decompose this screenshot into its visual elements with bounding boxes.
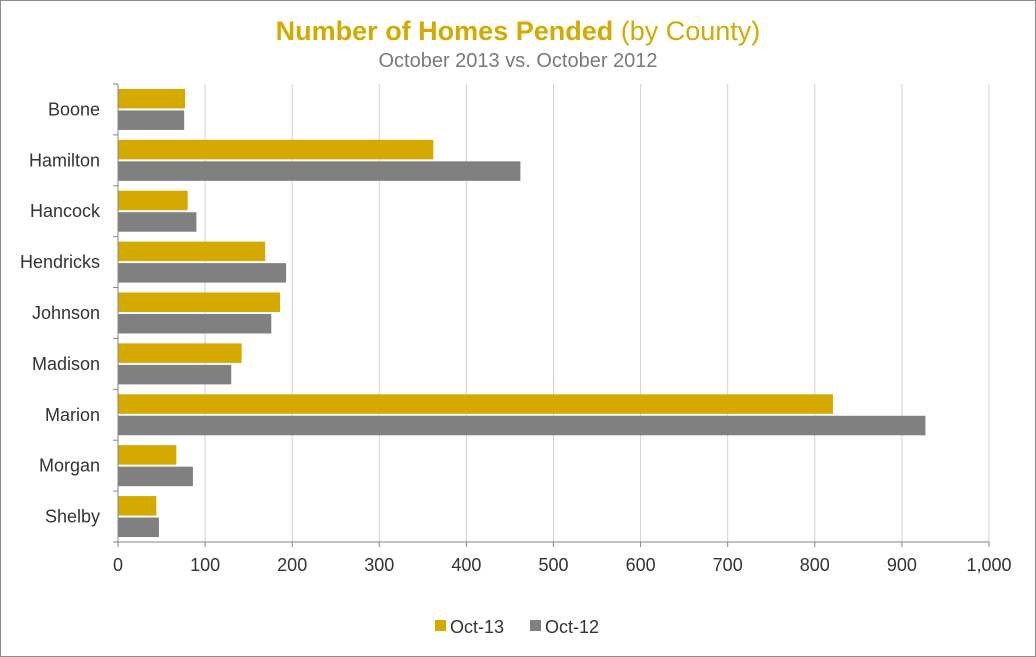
bar-oct-13-shelby [118,496,157,516]
x-tick-label: 900 [887,555,917,575]
x-tick-labels: 0 100 200 300 400 500 600 700 800 900 1,000 [113,555,1012,575]
category-labels: Boone Hamilton Hancock Hendricks Johnson Madi… [20,99,101,526]
bar-oct-12-madison [118,364,232,385]
x-tick-label: 100 [190,555,220,575]
category-label: Shelby [45,507,100,527]
x-tick-label: 800 [800,555,830,575]
bar-oct-13-marion [118,394,834,414]
category-label: Hendricks [20,252,100,272]
bar-oct-13-hamilton [118,139,434,160]
category-label: Johnson [32,303,100,323]
bar-oct-13-boone [118,88,186,109]
chart-title-main: Number of Homes Pended [275,16,614,46]
category-label: Madison [32,354,100,374]
bar-oct-12-morgan [118,466,193,487]
category-label: Hamilton [29,150,100,170]
x-tick-label: 200 [277,555,307,575]
bar-oct-13-morgan [118,445,177,465]
bar-oct-12-hamilton [118,161,521,181]
bar-oct-12-boone [118,110,185,130]
chart-title: Number of Homes Pended (by County) [0,14,1036,48]
bar-oct-13-madison [118,343,242,363]
legend-label: Oct-13 [450,617,504,637]
legend-label: Oct-12 [545,617,599,637]
bar-oct-12-hendricks [118,263,287,283]
x-tick-label: 500 [538,555,568,575]
bar-oct-12-marion [118,415,926,436]
bars [118,88,926,538]
x-tick-label: 700 [713,555,743,575]
category-label: Hancock [30,201,101,221]
bar-oct-12-hancock [118,212,197,232]
category-label: Boone [48,99,100,119]
x-tick-label: 600 [626,555,656,575]
x-tick-label: 1,000 [966,555,1011,575]
bar-oct-13-johnson [118,292,281,312]
chart-title-suffix: (by County) [620,16,761,46]
bar-oct-12-shelby [118,517,159,538]
bar-oct-13-hendricks [118,241,266,262]
chart-subtitle: October 2013 vs. October 2012 [378,50,658,72]
x-tick-label: 0 [113,555,123,575]
x-tick-label: 300 [364,555,394,575]
bar-oct-13-hancock [118,190,188,211]
legend: Oct-13 Oct-12 [435,617,599,637]
bar-oct-12-johnson [118,314,272,334]
x-tick-label: 400 [451,555,481,575]
gridlines [204,84,990,542]
legend-swatch-oct-12 [530,620,541,631]
category-label: Marion [45,405,100,425]
axes [113,83,990,547]
category-label: Morgan [39,456,100,476]
legend-swatch-oct-13 [435,620,446,631]
